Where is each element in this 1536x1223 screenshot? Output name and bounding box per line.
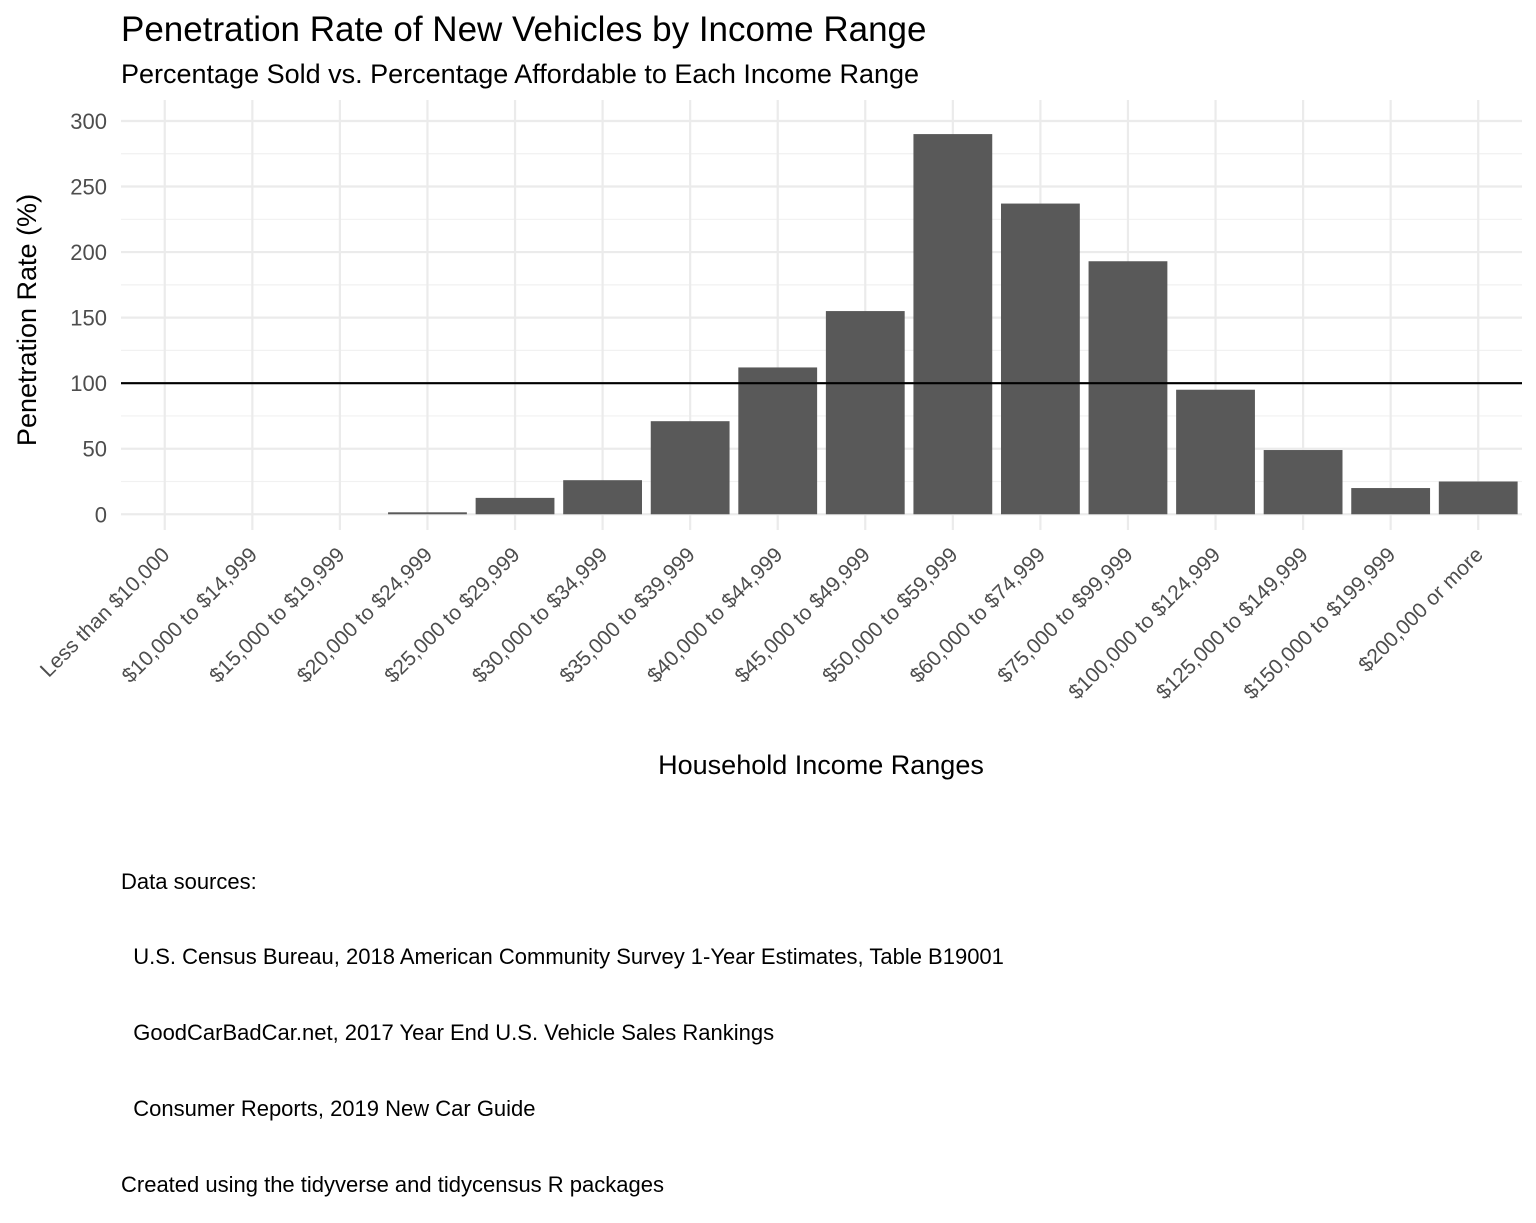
bar [1263,450,1343,515]
x-tick-label: $150,000 to $199,999 [1239,543,1400,704]
caption: Data sources: U.S. Census Bureau, 2018 A… [121,818,1004,1223]
y-tick-label: 50 [83,437,107,462]
x-axis-label: Household Income Ranges [658,750,984,780]
bar [1351,488,1431,515]
y-tick-label: 250 [70,175,107,200]
chart-title: Penetration Rate of New Vehicles by Inco… [121,10,927,49]
chart-subtitle: Percentage Sold vs. Percentage Affordabl… [121,59,920,89]
bar-layer [388,134,1518,515]
caption-line: Data sources: [121,868,257,894]
caption-line: GoodCarBadCar.net, 2017 Year End U.S. Ve… [121,1020,775,1046]
bar [825,311,905,515]
bar [913,134,993,515]
bar [388,512,467,515]
bar [1176,389,1255,515]
y-tick-label: 150 [70,306,107,331]
caption-line: Created using the tidyverse and tidycens… [121,1172,664,1198]
caption-line: U.S. Census Bureau, 2018 American Commun… [121,944,1004,970]
y-tick-label: 200 [70,240,107,265]
y-tick-label: 100 [70,371,107,396]
bar-chart: 0 50 100 150 200 250 300 Less than $10,000$10,… [12,100,1522,780]
y-tick-label: 300 [70,109,107,134]
y-axis-label: Penetration Rate (%) [12,194,42,446]
bar [738,367,818,515]
y-tick-label: 0 [95,502,107,527]
bar [1088,261,1168,515]
bar [475,497,555,515]
x-tick-labels: Less than $10,000$10,000 to $14,999$15,0… [36,543,1488,704]
x-tick-label: $100,000 to $124,999 [1064,543,1225,704]
caption-line: Consumer Reports, 2019 New Car Guide [121,1096,536,1122]
bar [650,421,730,515]
bar [1438,481,1518,515]
bar [563,480,642,515]
x-tick-label: $125,000 to $149,999 [1152,543,1313,704]
bar [1001,203,1080,515]
y-tick-labels: 0 50 100 150 200 250 300 [70,109,107,527]
